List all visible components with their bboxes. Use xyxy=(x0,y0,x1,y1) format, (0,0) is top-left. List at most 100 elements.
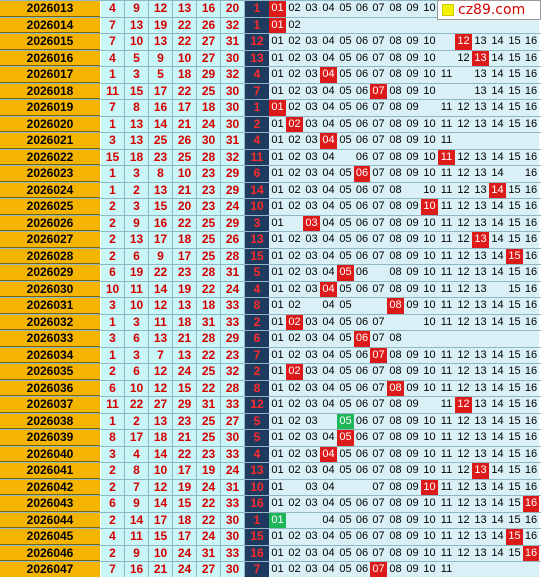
blue-ball-number: 13 xyxy=(245,50,269,66)
distribution-cell: 02 xyxy=(286,248,303,264)
red-ball-number: 9 xyxy=(149,248,173,264)
red-ball-number: 22 xyxy=(173,33,197,50)
red-ball-number: 18 xyxy=(197,297,221,314)
distribution-cell: 07 xyxy=(370,99,387,116)
red-ball-number: 22 xyxy=(125,396,149,413)
distribution-cell: 03 xyxy=(303,231,320,248)
red-ball-number: 21 xyxy=(173,429,197,446)
distribution-cell: 16 xyxy=(523,248,539,264)
red-ball-number: 30 xyxy=(221,99,245,116)
red-ball-number: 14 xyxy=(149,281,173,297)
distribution-cell: 10 xyxy=(421,446,438,462)
red-ball-number: 28 xyxy=(221,380,245,396)
distribution-cell: 10 xyxy=(421,231,438,248)
red-ball-number: 16 xyxy=(125,561,149,577)
distribution-cell: 10 xyxy=(421,248,438,264)
distribution-cell: 04 xyxy=(320,198,337,215)
distribution-cell: 11 xyxy=(438,512,455,528)
red-ball-number: 10 xyxy=(101,281,125,297)
distribution-cell: 12 xyxy=(455,165,472,182)
distribution-cell: 04 xyxy=(320,429,337,446)
issue-number: 2026013 xyxy=(0,0,100,17)
distribution-cell: 14 xyxy=(489,83,506,99)
distribution-cell: 11 xyxy=(438,495,455,512)
distribution-cell xyxy=(421,99,438,116)
blue-ball-number: 4 xyxy=(245,66,269,83)
blue-ball-number: 15 xyxy=(245,528,269,545)
red-ball-number: 12 xyxy=(149,479,173,495)
red-ball-number: 20 xyxy=(173,198,197,215)
distribution-cell: 06 xyxy=(354,281,370,297)
red-ball-number: 18 xyxy=(173,314,197,330)
red-ball-number: 11 xyxy=(149,314,173,330)
red-ball-number: 28 xyxy=(197,330,221,347)
distribution-cell: 05 xyxy=(337,396,354,413)
distribution-cell: 07 xyxy=(370,314,387,330)
red-ball-number: 26 xyxy=(221,231,245,248)
red-ball-number: 21 xyxy=(149,561,173,577)
distribution-cell: 10 xyxy=(421,512,438,528)
distribution-cell: 09 xyxy=(404,528,421,545)
distribution-cell xyxy=(370,297,387,314)
red-ball-number: 23 xyxy=(149,149,173,165)
grid-line xyxy=(0,66,541,67)
distribution-cell: 11 xyxy=(438,479,455,495)
red-ball-number: 31 xyxy=(221,264,245,281)
distribution-cell: 13 xyxy=(472,248,489,264)
distribution-cell: 08 xyxy=(387,66,404,83)
distribution-cell: 12 xyxy=(455,347,472,363)
distribution-cell: 04 xyxy=(320,363,337,380)
distribution-cell: 06 xyxy=(354,528,370,545)
distribution-cell: 15 xyxy=(506,33,523,50)
distribution-cell: 12 xyxy=(455,512,472,528)
distribution-cell: 05 xyxy=(337,33,354,50)
distribution-cell: 04 xyxy=(320,33,337,50)
red-ball-number: 24 xyxy=(221,281,245,297)
red-ball-number: 2 xyxy=(101,215,125,231)
distribution-cell: 10 xyxy=(421,0,438,17)
distribution-cell: 12 xyxy=(455,281,472,297)
red-ball-number: 25 xyxy=(197,413,221,429)
distribution-cell: 06 xyxy=(354,495,370,512)
site-logo[interactable]: cz89.com xyxy=(437,0,541,20)
blue-hit-cell: 10 xyxy=(421,198,438,215)
blue-ball-number: 1 xyxy=(245,0,269,17)
distribution-cell: 14 xyxy=(489,198,506,215)
distribution-cell: 10 xyxy=(421,314,438,330)
distribution-cell: 10 xyxy=(421,281,438,297)
blue-hit-cell: 12 xyxy=(455,33,472,50)
distribution-cell: 13 xyxy=(472,116,489,132)
distribution-cell: 03 xyxy=(303,50,320,66)
distribution-cell: 13 xyxy=(472,396,489,413)
distribution-cell xyxy=(506,132,523,149)
distribution-cell xyxy=(320,17,337,33)
distribution-cell: 06 xyxy=(354,462,370,479)
distribution-cell: 09 xyxy=(404,545,421,561)
grid-line xyxy=(0,297,541,298)
distribution-cell: 14 xyxy=(489,231,506,248)
distribution-cell: 02 xyxy=(286,462,303,479)
red-ball-number: 11 xyxy=(101,396,125,413)
distribution-cell: 14 xyxy=(489,347,506,363)
distribution-cell: 16 xyxy=(523,198,539,215)
grid-line xyxy=(0,248,541,249)
distribution-cell: 05 xyxy=(337,363,354,380)
distribution-cell: 01 xyxy=(269,198,286,215)
distribution-cell: 08 xyxy=(387,347,404,363)
distribution-cell: 12 xyxy=(455,149,472,165)
distribution-cell: 07 xyxy=(370,512,387,528)
red-ball-number: 25 xyxy=(197,248,221,264)
distribution-cell: 14 xyxy=(489,248,506,264)
distribution-cell: 06 xyxy=(354,149,370,165)
blue-hit-cell: 06 xyxy=(354,330,370,347)
grid-line xyxy=(0,50,541,51)
blue-ball-number: 11 xyxy=(245,149,269,165)
red-ball-number: 18 xyxy=(173,66,197,83)
grid-line xyxy=(0,198,541,199)
distribution-cell: 05 xyxy=(337,165,354,182)
red-ball-number: 27 xyxy=(197,50,221,66)
issue-number: 2026043 xyxy=(0,495,100,512)
distribution-cell: 07 xyxy=(370,165,387,182)
distribution-cell: 07 xyxy=(370,0,387,17)
distribution-cell: 03 xyxy=(303,363,320,380)
